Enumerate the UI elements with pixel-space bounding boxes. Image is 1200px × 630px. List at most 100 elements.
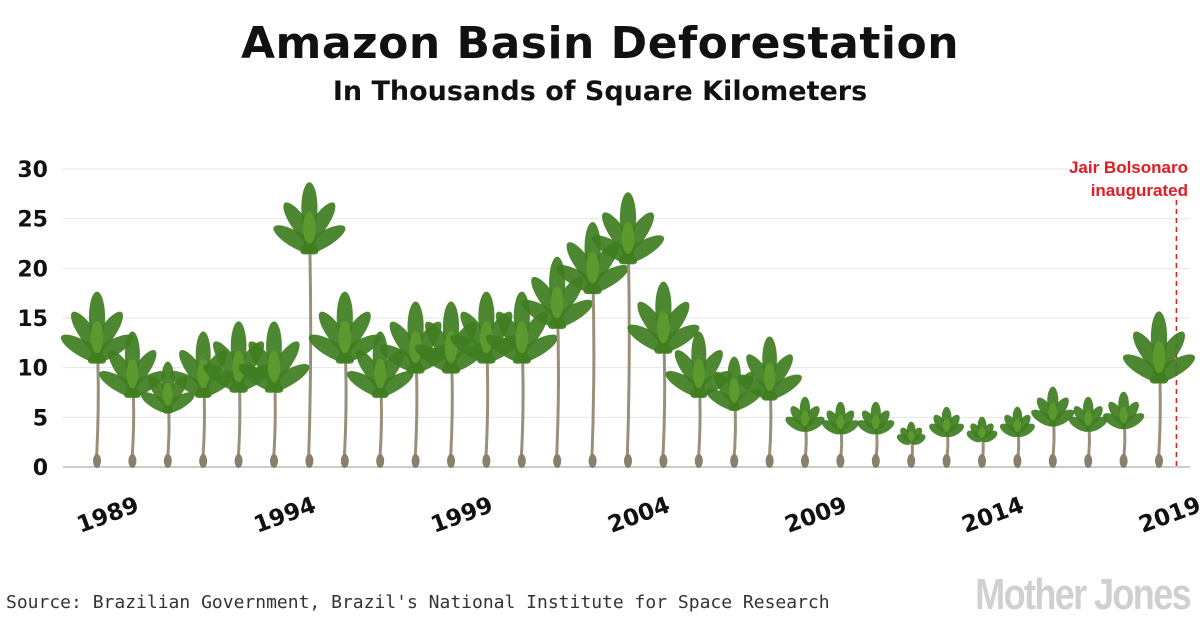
palm-crown — [267, 350, 281, 383]
palm-frond — [335, 334, 381, 364]
y-tick-label: 15 — [17, 307, 48, 332]
palm-tree-2017 — [1102, 391, 1145, 468]
palm-crown — [374, 358, 387, 389]
palm-frond — [999, 423, 1019, 438]
palm-crown — [729, 378, 740, 403]
palm-base — [694, 454, 703, 468]
palm-frond — [300, 225, 346, 255]
palm-tree-2011 — [896, 421, 926, 468]
palm-crown — [692, 358, 705, 389]
palm-tree-2012 — [929, 406, 965, 468]
palm-frond — [1016, 423, 1035, 438]
palm-crown — [836, 414, 845, 430]
palm-trunk — [306, 227, 313, 468]
palm-frond — [966, 430, 983, 443]
palm-tree-2008 — [785, 396, 825, 468]
palm-tree-2002 — [556, 222, 629, 468]
palm-crown — [162, 382, 173, 406]
palm-frond — [1031, 409, 1056, 427]
palm-tree-1989 — [99, 331, 166, 468]
palm-frond — [874, 420, 895, 435]
palm-base — [163, 454, 172, 468]
palm-tree-1995 — [308, 291, 381, 468]
palm-frond — [162, 392, 195, 414]
y-tick-label: 10 — [17, 357, 48, 382]
palm-frond — [728, 388, 763, 412]
palm-base — [765, 454, 774, 468]
palm-crown — [338, 321, 352, 354]
palm-base — [624, 454, 632, 468]
palm-frond — [896, 434, 912, 445]
palm-frond — [1102, 413, 1127, 430]
palm-base — [447, 454, 455, 468]
palm-base — [553, 454, 562, 468]
palm-tree-2015 — [1031, 386, 1075, 468]
palm-crown — [1084, 410, 1093, 427]
palm-frond — [838, 420, 859, 435]
palm-frond — [1120, 413, 1145, 430]
palm-tree-2016 — [1068, 396, 1108, 468]
palm-base — [801, 454, 809, 468]
palm-frond — [945, 423, 965, 438]
palm-base — [1013, 454, 1022, 468]
palm-frond — [785, 416, 808, 432]
palm-base — [871, 454, 880, 468]
palm-frond — [87, 334, 134, 364]
y-tick-label: 30 — [17, 158, 48, 183]
palm-base — [305, 454, 314, 468]
palm-base — [128, 454, 137, 468]
palm-frond — [512, 334, 558, 364]
palm-tree-2009 — [821, 401, 859, 468]
x-tick-label: 2004 — [604, 492, 673, 538]
palm-base — [1048, 454, 1057, 468]
palm-base — [1119, 454, 1128, 468]
palm-frond — [802, 416, 825, 432]
palm-base — [199, 454, 208, 468]
palm-base — [517, 454, 526, 468]
mother-jones-logo: Mother Jones — [975, 570, 1192, 619]
x-tick-label: 2014 — [958, 492, 1027, 538]
palm-crown — [303, 211, 316, 244]
palm-tree-2007 — [737, 336, 802, 468]
palm-crown — [232, 350, 245, 383]
palm-crown — [942, 418, 951, 432]
palm-frond — [264, 364, 310, 393]
palm-crown — [657, 311, 670, 344]
palm-crown — [1119, 406, 1128, 424]
palm-base — [978, 454, 986, 468]
annotation-text-line1: Jair Bolsonaro — [1069, 158, 1188, 177]
palm-frond — [548, 299, 594, 329]
palm-base — [942, 454, 951, 468]
palm-frond — [1068, 416, 1091, 432]
palm-crown — [621, 221, 635, 254]
palm-crown — [907, 430, 915, 441]
palm-frond — [371, 371, 414, 399]
palm-tree-2018 — [1122, 311, 1196, 468]
palm-trunk — [625, 237, 631, 468]
x-tick-label: 2019 — [1135, 492, 1200, 538]
y-tick-label: 5 — [33, 406, 48, 431]
palm-base — [93, 454, 101, 468]
source-note: Source: Brazilian Government, Brazil's N… — [6, 592, 830, 613]
chart-title: Amazon Basin Deforestation — [240, 18, 960, 69]
palm-tree-2013 — [966, 416, 998, 468]
palm-frond — [618, 235, 665, 265]
palm-base — [730, 454, 739, 468]
palm-crown — [1048, 402, 1058, 421]
palm-frond — [857, 420, 878, 435]
palm-crown — [800, 410, 810, 427]
chart-subtitle: In Thousands of Square Kilometers — [332, 76, 868, 107]
palm-crown — [550, 286, 564, 319]
palm-frond — [1149, 354, 1196, 384]
palm-frond — [929, 423, 948, 438]
palm-crown — [126, 358, 139, 389]
y-tick-label: 25 — [17, 208, 48, 233]
palm-frond — [1085, 416, 1108, 432]
palm-base — [1155, 454, 1163, 468]
palm-frond — [821, 420, 843, 435]
annotation-text-line2: inaugurated — [1091, 181, 1188, 200]
palm-frond — [1049, 409, 1075, 427]
palm-tree-1991 — [169, 331, 237, 468]
palm-crown — [515, 321, 529, 354]
